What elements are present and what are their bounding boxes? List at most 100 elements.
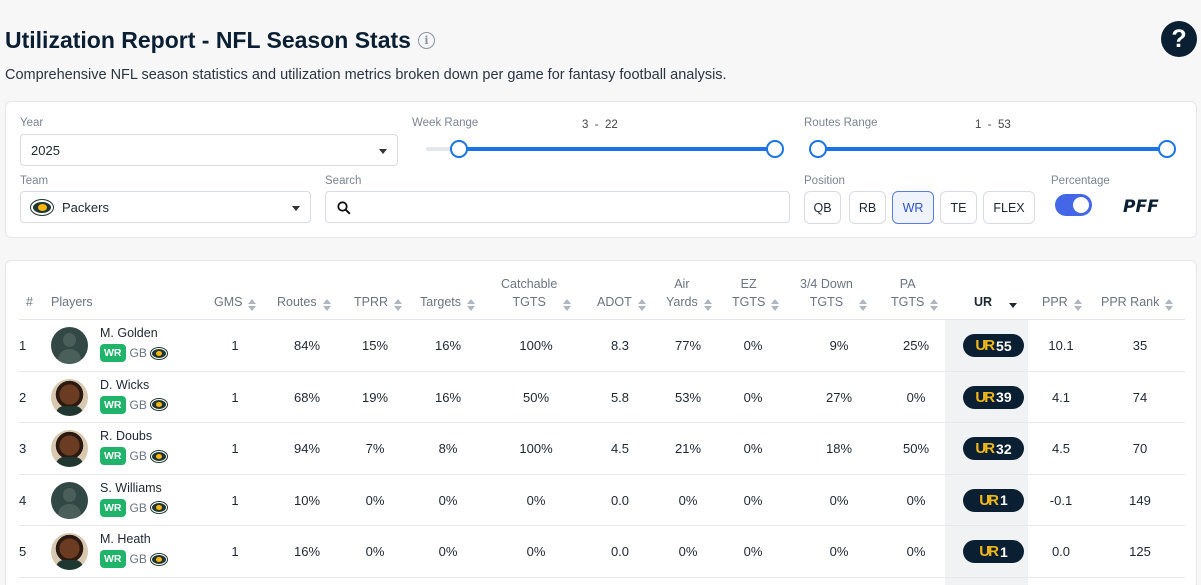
search-input[interactable]	[325, 191, 790, 223]
col-catchable[interactable]: Catchable TGTS	[501, 261, 572, 320]
table-row[interactable]: M. Heath WR GB 5 1 16% 0% 0% 0% 0.0 0% 0% 0% 0% 0.0…	[19, 526, 1185, 578]
position-badge: WR	[100, 344, 126, 362]
player-name[interactable]: R. Doubs	[100, 429, 153, 443]
sort-icon	[637, 299, 646, 311]
col-air-yards[interactable]: Air Yards	[666, 261, 712, 320]
cell-tprr: 0%	[365, 544, 385, 559]
table-row[interactable]: M. Golden WR GB 1 1 84% 15% 16% 100% 8.3 77% 0% 9…	[19, 320, 1185, 372]
position-te-button[interactable]: TE	[940, 191, 977, 224]
cell-tprr: 7%	[365, 441, 385, 456]
ur-value: 32	[996, 440, 1012, 457]
cell-routes: 10%	[293, 492, 321, 508]
player-name[interactable]: D. Wicks	[100, 377, 150, 392]
sort-icon	[930, 299, 939, 311]
col-targets[interactable]: Targets	[420, 261, 475, 320]
week-min-thumb[interactable]	[450, 140, 468, 158]
cell-pa: 25%	[902, 338, 930, 353]
col-ur[interactable]: UR	[974, 261, 1018, 320]
cell-air: 0%	[678, 492, 698, 508]
cell-pa: 50%	[902, 441, 930, 456]
sort-icon	[858, 299, 867, 311]
player-name[interactable]: M. Golden	[100, 326, 158, 340]
position-badge: WR	[100, 498, 126, 517]
table-row[interactable]: D. Wicks WR GB 2 1 68% 19% 16% 50% 5.8 53% 0% 27%…	[19, 372, 1185, 423]
player-avatar	[51, 378, 88, 416]
cell-down: 9%	[829, 338, 849, 353]
col-rank: #	[26, 295, 33, 309]
table-row[interactable]: R. Doubs WR GB 3 1 94% 7% 8% 100% 4.5 21% 0% 18% 5…	[19, 423, 1185, 475]
cell-routes: 16%	[293, 544, 321, 559]
page-subtitle: Comprehensive NFL season statistics and …	[5, 67, 727, 83]
sort-icon	[703, 299, 712, 311]
col-ez-tgts[interactable]: EZ TGTS	[732, 261, 780, 320]
pff-logo: PFF	[1123, 197, 1159, 217]
cell-down: 0%	[829, 544, 849, 559]
cell-routes: 68%	[293, 389, 321, 405]
position-flex-button[interactable]: FLEX	[983, 191, 1035, 224]
player-team: GB	[129, 346, 147, 360]
cell-catchable: 0%	[526, 544, 546, 559]
player-team: GB	[129, 397, 147, 412]
packers-logo-icon	[31, 199, 53, 215]
sort-icon	[248, 299, 257, 311]
col-ppr[interactable]: PPR	[1042, 261, 1082, 320]
position-rb-button[interactable]: RB	[849, 191, 886, 224]
sort-icon	[563, 299, 572, 311]
player-meta: WR GB	[100, 395, 167, 414]
cell-tprr: 0%	[365, 492, 385, 508]
routes-range-label: Routes Range	[804, 117, 878, 129]
col-tprr[interactable]: TPRR	[354, 261, 403, 320]
table-row[interactable]: S. Williams WR GB 4 1 10% 0% 0% 0% 0.0 0% 0% 0% 0%…	[19, 475, 1185, 526]
cell-targets: 8%	[438, 441, 458, 456]
cell-rank: 4	[19, 492, 27, 508]
cell-ppr-rank: 35	[1132, 338, 1148, 353]
cell-ppr: 0.0	[1051, 544, 1071, 559]
ur-score-badge: UR 55	[963, 334, 1024, 357]
position-wr-button[interactable]: WR	[892, 191, 934, 224]
packers-logo-icon	[150, 502, 167, 513]
player-name[interactable]: M. Heath	[100, 532, 151, 546]
col-adot[interactable]: ADOT	[597, 261, 646, 320]
cell-catchable: 0%	[526, 492, 546, 508]
player-name[interactable]: S. Williams	[100, 480, 162, 495]
cell-ez: 0%	[743, 389, 763, 405]
cell-down: 0%	[829, 492, 849, 508]
col-pa-tgts[interactable]: PA TGTS	[891, 261, 939, 320]
team-select[interactable]: Packers	[20, 191, 311, 223]
info-icon[interactable]: i	[417, 32, 435, 49]
cell-gms: 1	[231, 389, 239, 405]
cell-pa: 0%	[906, 544, 926, 559]
year-value: 2025	[31, 142, 60, 158]
percentage-label: Percentage	[1051, 175, 1110, 187]
sort-icon	[322, 299, 331, 311]
cell-adot: 8.3	[610, 338, 630, 353]
col-ppr-rank[interactable]: PPR Rank	[1101, 261, 1174, 320]
col-down-tgts[interactable]: 3/4 Down TGTS	[800, 261, 867, 320]
help-button[interactable]: ?	[1161, 21, 1197, 57]
col-routes[interactable]: Routes	[277, 261, 331, 320]
cell-adot: 0.0	[610, 544, 630, 559]
search-label: Search	[325, 175, 362, 187]
chevron-down-icon	[292, 206, 300, 211]
player-team: GB	[129, 552, 147, 566]
cell-ez: 0%	[743, 544, 763, 559]
ur-score-badge: UR 32	[963, 437, 1024, 460]
packers-logo-icon	[150, 450, 167, 462]
week-max-thumb[interactable]	[766, 140, 784, 158]
position-qb-button[interactable]: QB	[804, 191, 841, 224]
player-avatar	[51, 533, 88, 570]
cell-down: 18%	[825, 441, 853, 456]
col-gms[interactable]: GMS	[214, 261, 257, 320]
cell-pa: 0%	[906, 492, 926, 508]
cell-ppr-rank: 74	[1132, 389, 1148, 405]
cell-adot: 5.8	[610, 389, 630, 405]
percentage-toggle[interactable]	[1055, 194, 1092, 216]
cell-ez: 0%	[743, 441, 763, 456]
page-title-text: Utilization Report - NFL Season Stats	[5, 27, 411, 53]
routes-range-fill[interactable]	[819, 147, 1168, 151]
ur-value: 39	[996, 389, 1012, 405]
header-divider	[19, 319, 1185, 320]
year-select[interactable]: 2025	[20, 134, 398, 166]
routes-max-thumb[interactable]	[1158, 140, 1176, 158]
routes-min-thumb[interactable]	[809, 140, 827, 158]
